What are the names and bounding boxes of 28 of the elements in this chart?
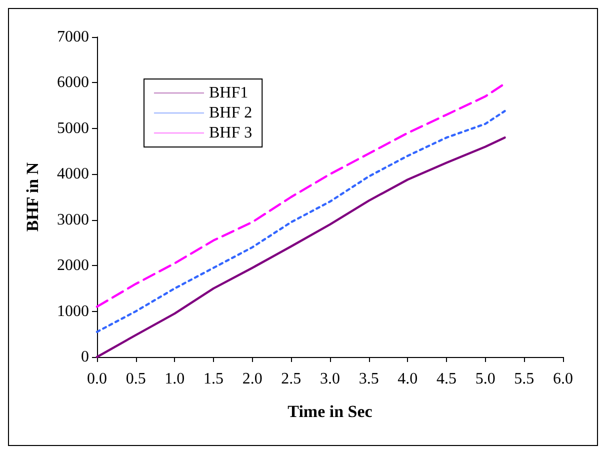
x-tick-label: 2.5 — [281, 370, 302, 388]
x-tick-label: 2.0 — [242, 370, 262, 388]
line-series — [96, 82, 506, 308]
y-tick-label: 1000 — [57, 302, 89, 320]
y-tick-label: 4000 — [57, 166, 89, 183]
legend-label: BHF 3 — [209, 124, 252, 142]
x-tick-label: 0.0 — [87, 370, 107, 388]
x-tick-label: 5.5 — [514, 370, 534, 388]
line-series — [96, 136, 506, 358]
x-tick-label: 3.0 — [320, 370, 340, 388]
y-tick-label: 0 — [81, 348, 89, 366]
y-tick-label: 5000 — [57, 120, 89, 137]
x-tick-label: 1.5 — [204, 370, 224, 388]
x-tick-label: 1.0 — [164, 370, 185, 388]
y-tick-label: 7000 — [57, 28, 89, 46]
x-tick-label: 5.0 — [475, 370, 496, 388]
legend-label: BHF 2 — [209, 104, 252, 122]
x-tick-label: 4.5 — [436, 370, 456, 388]
x-tick-label: 6.0 — [553, 370, 573, 388]
x-axis-title: Time in Sec — [288, 402, 373, 421]
x-tick-label: 0.5 — [126, 370, 146, 388]
x-tick-label: 3.5 — [358, 370, 379, 388]
y-tick-label: 6000 — [57, 74, 89, 92]
x-tick-label: 4.0 — [398, 370, 418, 388]
y-axis-title: BHF in N — [23, 162, 42, 232]
y-tick-label: 3000 — [57, 211, 89, 228]
y-tick-label: 2000 — [57, 257, 89, 274]
legend-label: BHF1 — [209, 84, 248, 102]
